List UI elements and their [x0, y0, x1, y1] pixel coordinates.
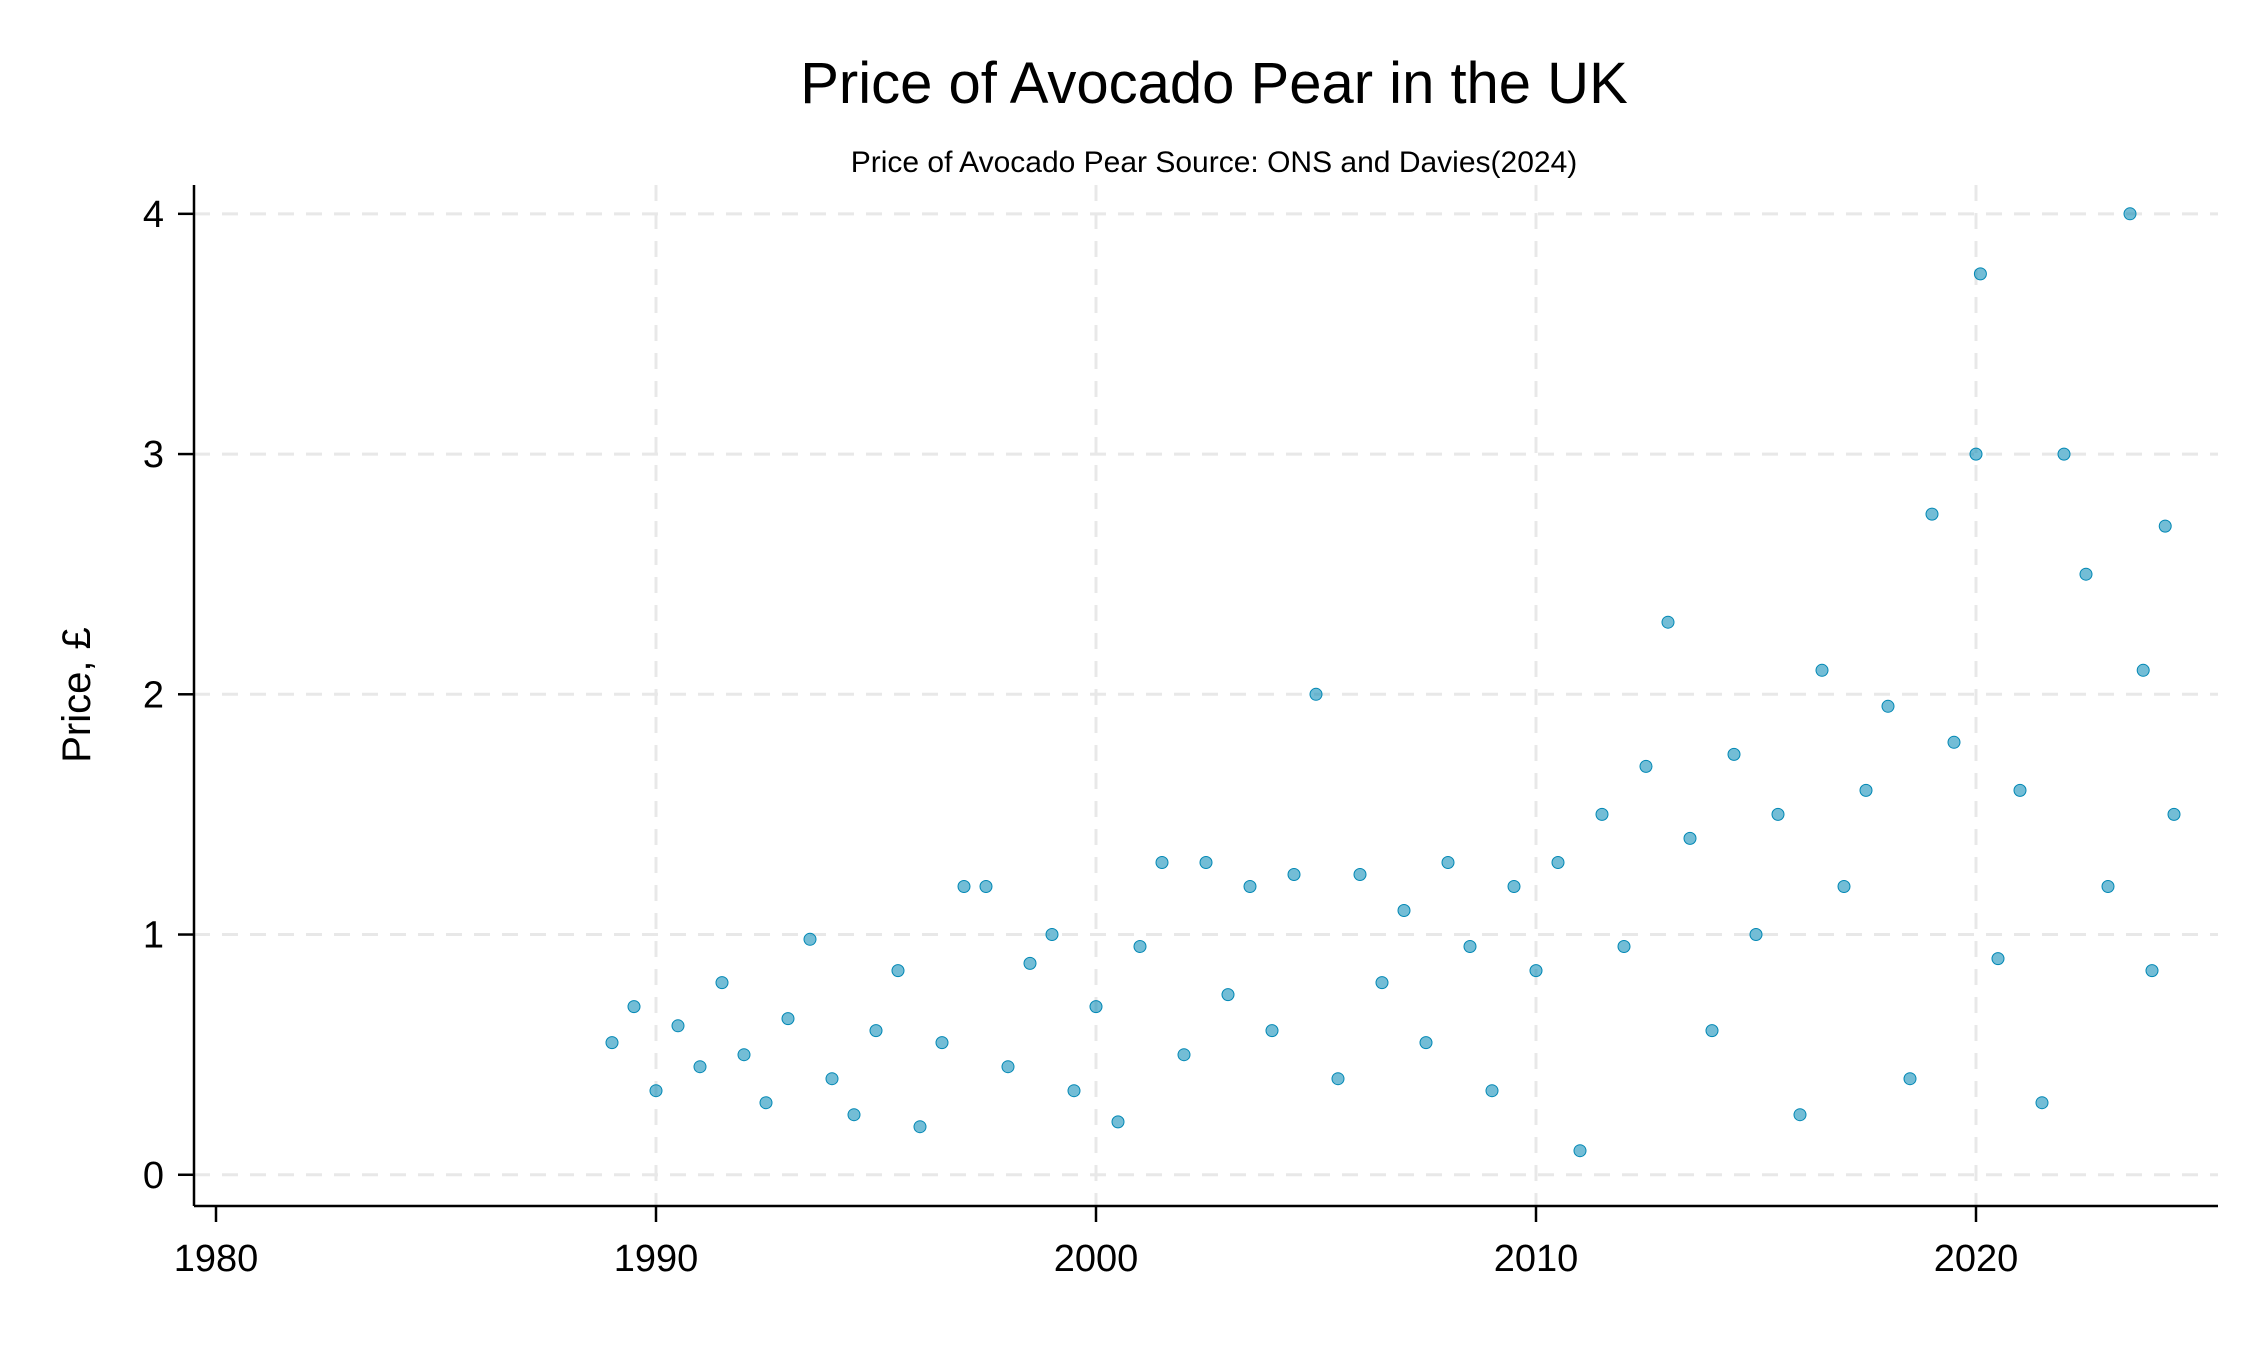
y-tick-label: 1	[143, 915, 164, 957]
scatter-point	[825, 1072, 839, 1086]
scatter-point	[1375, 976, 1389, 990]
scatter-point	[1903, 1072, 1917, 1086]
scatter-point	[1133, 940, 1147, 953]
scatter-point	[1617, 940, 1631, 953]
scatter-point	[1177, 1048, 1191, 1062]
scatter-point	[935, 1036, 949, 1050]
chart-title: Price of Avocado Pear in the UK	[800, 51, 1628, 116]
scatter-point	[759, 1096, 773, 1110]
scatter-point	[1771, 807, 1785, 821]
scatter-point	[1793, 1108, 1807, 1122]
scatter-point	[1485, 1084, 1499, 1098]
scatter-point	[2057, 447, 2071, 461]
scatter-point	[605, 1036, 619, 1050]
grid-lines	[194, 185, 2218, 1206]
scatter-point	[1287, 868, 1301, 881]
scatter-point	[1683, 831, 1697, 845]
scatter-point	[2035, 1096, 2049, 1110]
scatter-point	[649, 1084, 663, 1098]
scatter-point	[2013, 783, 2027, 797]
scatter-point	[671, 1019, 685, 1033]
scatter-point	[2167, 807, 2181, 821]
chart-subtitle: Price of Avocado Pear Source: ONS and Da…	[851, 146, 1578, 179]
scatter-point	[803, 932, 817, 946]
scatter-point	[1573, 1144, 1587, 1158]
scatter-point	[1529, 964, 1543, 978]
scatter-point	[1353, 868, 1367, 881]
scatter-point	[1001, 1060, 1015, 1074]
scatter-point	[979, 880, 993, 893]
scatter-point	[715, 976, 729, 990]
scatter-point	[627, 1000, 641, 1014]
scatter-point	[1551, 856, 1565, 869]
scatter-points	[605, 207, 2181, 1158]
scatter-point	[1859, 783, 1873, 797]
scatter-point	[1727, 747, 1741, 761]
scatter-point	[1947, 735, 1961, 749]
scatter-point	[1397, 904, 1411, 917]
scatter-point	[1925, 507, 1939, 521]
x-tick-label: 1980	[174, 1238, 259, 1280]
scatter-point	[1661, 615, 1675, 629]
scatter-point	[1815, 663, 1829, 677]
scatter-point	[2145, 964, 2159, 978]
scatter-point	[1639, 759, 1653, 773]
scatter-point	[1089, 1000, 1103, 1014]
scatter-point	[1331, 1072, 1345, 1086]
y-tick-label: 3	[143, 434, 164, 476]
scatter-point	[891, 964, 905, 978]
scatter-point	[737, 1048, 751, 1062]
scatter-point	[1881, 699, 1895, 713]
scatter-point	[1045, 928, 1059, 941]
scatter-point	[1969, 447, 1983, 461]
y-axis-label: Price, £	[55, 627, 99, 763]
scatter-point	[2123, 207, 2137, 221]
scatter-point	[1243, 880, 1257, 893]
scatter-point	[1441, 856, 1455, 869]
scatter-point	[693, 1060, 707, 1074]
scatter-point	[1221, 988, 1235, 1002]
scatter-point	[1199, 856, 1213, 869]
scatter-point	[957, 880, 971, 893]
scatter-point	[1309, 687, 1323, 701]
scatter-point	[1973, 267, 1987, 281]
scatter-point	[1991, 952, 2005, 966]
scatter-point	[1463, 940, 1477, 953]
scatter-point	[1023, 956, 1037, 970]
scatter-point	[869, 1024, 883, 1038]
scatter-point	[1067, 1084, 1081, 1098]
scatter-point	[2101, 880, 2115, 893]
y-tick-label: 2	[143, 674, 164, 716]
y-tick-label: 0	[143, 1155, 164, 1197]
scatter-point	[1111, 1115, 1125, 1129]
scatter-point	[1749, 928, 1763, 941]
scatter-point	[1419, 1036, 1433, 1050]
x-tick-label: 2020	[1934, 1238, 2019, 1280]
scatter-point	[1507, 880, 1521, 893]
scatter-point	[913, 1120, 927, 1134]
scatter-point	[1595, 807, 1609, 821]
scatter-point	[781, 1012, 795, 1026]
scatter-point	[1837, 880, 1851, 893]
scatter-point	[847, 1108, 861, 1122]
scatter-point	[2079, 567, 2093, 581]
axis-ticks: 1980 1990 2000 2010 2020 0 1 2 3 4	[143, 194, 2018, 1280]
scatter-point	[1705, 1024, 1719, 1038]
x-tick-label: 2000	[1054, 1238, 1139, 1280]
scatter-point	[2136, 663, 2150, 677]
x-tick-label: 1990	[614, 1238, 699, 1280]
scatter-point	[2158, 519, 2172, 533]
y-tick-label: 4	[143, 194, 164, 236]
x-tick-label: 2010	[1494, 1238, 1579, 1280]
scatter-point	[1265, 1024, 1279, 1038]
scatter-point	[1155, 856, 1169, 869]
